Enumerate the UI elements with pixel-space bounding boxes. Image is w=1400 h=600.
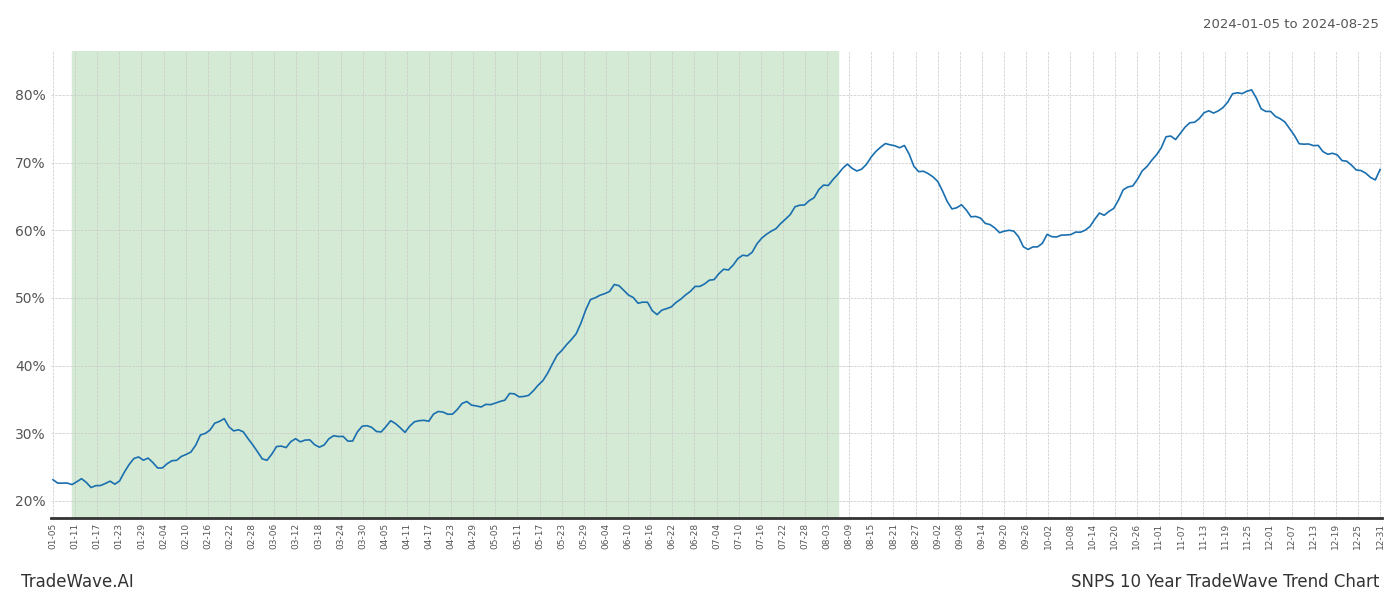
Text: SNPS 10 Year TradeWave Trend Chart: SNPS 10 Year TradeWave Trend Chart: [1071, 573, 1379, 591]
Bar: [71, 51, 837, 518]
Text: 2024-01-05 to 2024-08-25: 2024-01-05 to 2024-08-25: [1203, 18, 1379, 31]
Text: TradeWave.AI: TradeWave.AI: [21, 573, 134, 591]
